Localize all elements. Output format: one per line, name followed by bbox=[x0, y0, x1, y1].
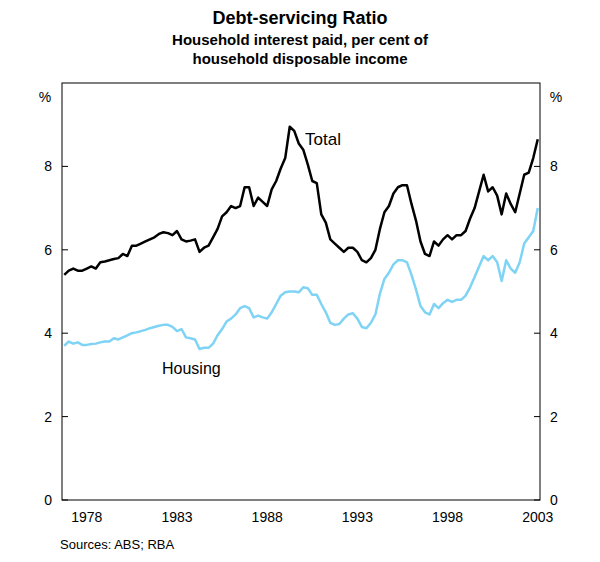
plot-frame bbox=[62, 83, 540, 500]
x-tick-label: 1978 bbox=[71, 509, 102, 525]
y-tick-label: 6 bbox=[44, 242, 52, 258]
y-tick-label: 4 bbox=[44, 325, 52, 341]
series-line bbox=[64, 127, 538, 275]
x-tick-label: 1988 bbox=[252, 509, 283, 525]
y-tick-label: 0 bbox=[44, 492, 52, 508]
x-tick-label: 1993 bbox=[342, 509, 373, 525]
y-tick-label-right: 2 bbox=[550, 409, 558, 425]
y-tick-right bbox=[534, 416, 540, 417]
subtitle-line: Household interest paid, per cent of bbox=[172, 31, 429, 48]
y-tick bbox=[62, 166, 68, 167]
series-label: Housing bbox=[162, 360, 221, 377]
y-tick-label-right: 0 bbox=[550, 492, 558, 508]
x-tick-label: 1998 bbox=[432, 509, 463, 525]
y-tick-right bbox=[534, 166, 540, 167]
x-tick-label: 2003 bbox=[522, 509, 553, 525]
y-axis-unit: % bbox=[39, 89, 51, 105]
x-tick-label: 1983 bbox=[161, 509, 192, 525]
series-label: Total bbox=[305, 130, 341, 149]
y-tick-right bbox=[534, 333, 540, 334]
y-tick-label-right: 4 bbox=[550, 325, 558, 341]
source: Sources: ABS; RBA bbox=[60, 537, 174, 552]
y-tick-label-right: 8 bbox=[550, 158, 558, 174]
y-tick-label: 8 bbox=[44, 158, 52, 174]
y-tick-right bbox=[534, 249, 540, 250]
y-axis-unit-right: % bbox=[550, 89, 562, 105]
chart: Debt-servicing Ratio Household interest p… bbox=[0, 0, 600, 562]
title: Debt-servicing Ratio bbox=[212, 8, 387, 28]
series-line bbox=[64, 208, 538, 349]
y-tick bbox=[62, 416, 68, 417]
subtitle-line: household disposable income bbox=[192, 50, 407, 67]
y-tick-label-right: 6 bbox=[550, 242, 558, 258]
plot-area bbox=[64, 127, 538, 349]
y-tick bbox=[62, 249, 68, 250]
y-tick bbox=[62, 333, 68, 334]
y-tick-label: 2 bbox=[44, 409, 52, 425]
subtitle: Household interest paid, per cent of hous… bbox=[172, 31, 429, 67]
